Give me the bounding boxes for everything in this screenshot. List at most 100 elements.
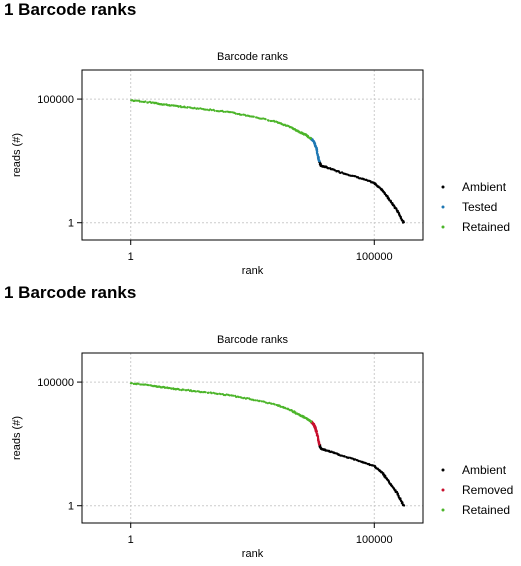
y-tick-label: 100000 xyxy=(37,94,74,106)
data-point-retained xyxy=(184,106,187,109)
data-point-retained xyxy=(204,391,207,394)
data-point-retained xyxy=(273,120,276,123)
data-point-tested xyxy=(318,160,321,163)
legend-marker-ambient xyxy=(441,468,445,472)
data-point-removed xyxy=(318,443,321,446)
y-tick-label: 1 xyxy=(68,218,74,230)
legend-label-retained: Retained xyxy=(462,503,510,517)
data-point-retained xyxy=(229,111,232,114)
x-axis-label: rank xyxy=(242,265,264,277)
data-point-retained xyxy=(151,101,154,104)
data-point-retained xyxy=(177,105,180,108)
data-point-retained xyxy=(130,382,133,385)
x-axis-label: rank xyxy=(242,548,264,560)
data-point-retained xyxy=(138,100,141,103)
x-tick-label: 1 xyxy=(128,251,134,263)
data-point-retained xyxy=(144,100,147,103)
legend-marker-removed xyxy=(441,488,445,492)
data-point-retained xyxy=(234,112,237,115)
data-point-retained xyxy=(137,382,140,385)
data-point-retained xyxy=(178,388,181,391)
data-point-retained xyxy=(246,397,249,400)
barcode-ranks-chart-1: Barcode ranks 1 100000 1 100000 rank reads (#)… xyxy=(11,51,510,277)
y-axis-label: reads (#) xyxy=(11,133,23,177)
data-point-ambient xyxy=(403,504,406,507)
data-point-retained xyxy=(193,106,196,109)
data-point-retained xyxy=(262,117,265,120)
data-point-retained xyxy=(310,420,313,423)
data-point-retained xyxy=(219,393,222,396)
data-point-retained xyxy=(228,111,231,114)
data-point-retained xyxy=(228,394,231,397)
section-heading: 1 Barcode ranks xyxy=(4,0,137,19)
chart-title: Barcode ranks xyxy=(217,51,288,63)
data-point-retained xyxy=(248,115,252,118)
x-tick-label: 100000 xyxy=(356,534,393,546)
data-point-retained xyxy=(252,399,255,402)
data-point-retained xyxy=(258,399,261,402)
data-point-retained xyxy=(260,400,263,403)
data-point-retained xyxy=(240,113,243,116)
legend-marker-retained xyxy=(441,508,445,512)
data-point-retained xyxy=(186,106,189,109)
data-point-retained xyxy=(267,119,270,122)
data-point-retained xyxy=(237,395,240,399)
barcode-ranks-chart-2: Barcode ranks 1 100000 1 100000 rank reads (#)… xyxy=(11,334,513,560)
data-point-ambient xyxy=(347,456,350,459)
legend-label-ambient: Ambient xyxy=(462,463,507,477)
data-point-retained xyxy=(210,109,213,112)
data-point-retained xyxy=(216,392,219,396)
data-point-retained xyxy=(163,103,166,106)
data-point-retained xyxy=(180,106,183,109)
data-point-retained xyxy=(240,396,243,399)
data-point-retained xyxy=(273,403,276,406)
data-point-retained xyxy=(204,108,207,111)
barcode-ranks-section-2: 1 Barcode ranks Barcode ranks 1 100000 1 100… xyxy=(0,283,521,566)
data-point-retained xyxy=(222,110,225,113)
legend-label-retained: Retained xyxy=(462,220,510,234)
y-tick-label: 100000 xyxy=(37,377,74,389)
data-point-retained xyxy=(263,400,266,403)
data-point-retained xyxy=(210,392,213,395)
data-point-retained xyxy=(182,388,185,391)
data-point-retained xyxy=(139,383,142,386)
data-point-retained xyxy=(265,401,268,404)
data-point-retained xyxy=(187,388,190,391)
data-point-retained xyxy=(224,110,227,113)
data-point-retained xyxy=(170,387,173,390)
data-point-retained xyxy=(133,99,136,102)
data-point-retained xyxy=(236,112,239,116)
data-point-retained xyxy=(244,114,248,117)
data-point-retained xyxy=(144,383,147,386)
data-point-retained xyxy=(309,137,312,140)
x-tick-label: 100000 xyxy=(356,251,393,263)
data-point-ambient xyxy=(357,460,361,463)
x-tick-label: 1 xyxy=(128,534,134,546)
data-point-retained xyxy=(200,390,203,394)
data-point-retained xyxy=(185,389,188,392)
data-point-ambient xyxy=(343,455,346,458)
data-point-retained xyxy=(197,107,200,110)
legend-label-removed: Removed xyxy=(462,483,513,497)
data-point-retained xyxy=(256,399,259,402)
legend-marker-ambient xyxy=(441,185,445,189)
data-point-ambient xyxy=(402,221,405,224)
data-point-retained xyxy=(232,394,235,397)
section-heading: 1 Barcode ranks xyxy=(4,283,137,302)
plot-frame xyxy=(81,69,424,241)
plot-frame xyxy=(81,352,424,524)
data-point-retained xyxy=(252,115,255,118)
data-point-retained xyxy=(254,399,257,402)
data-point-retained xyxy=(264,118,267,121)
barcode-ranks-section-1: 1 Barcode ranks Barcode ranks 1 100000 1 100… xyxy=(4,0,510,277)
legend-label-tested: Tested xyxy=(462,200,497,214)
legend-label-ambient: Ambient xyxy=(462,180,507,194)
data-point-retained xyxy=(194,390,197,393)
data-point-retained xyxy=(206,108,209,111)
data-point-retained xyxy=(213,109,216,112)
data-point-retained xyxy=(147,101,150,104)
data-point-retained xyxy=(270,402,273,405)
y-axis-label: reads (#) xyxy=(11,416,23,460)
data-point-retained xyxy=(136,99,139,102)
chart-title: Barcode ranks xyxy=(217,334,288,346)
